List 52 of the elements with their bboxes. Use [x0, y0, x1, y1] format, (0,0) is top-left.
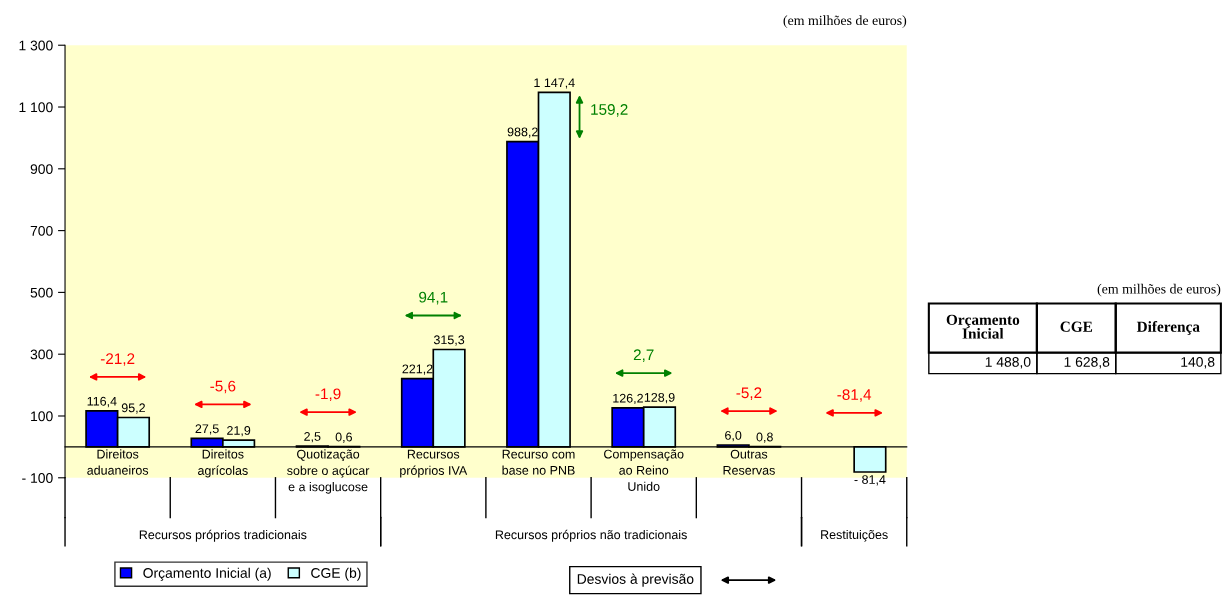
data-label: 315,3: [433, 335, 465, 346]
category-label: Diferença: [1136, 320, 1200, 335]
y-tick-label: 100: [31, 411, 53, 422]
x-tick-label: Direitos agrícolas: [198, 449, 248, 478]
data-label: - 81,4: [854, 475, 886, 486]
category-label: CGE: [1060, 321, 1093, 332]
y-tick-label: 500: [30, 287, 53, 298]
annotation: 94,1: [419, 291, 448, 305]
y-tick-label: 900: [30, 164, 53, 174]
x-tick-label: Outras Reservas: [723, 449, 775, 475]
annotation: 2,7: [633, 349, 654, 362]
y-tick-label: 300: [30, 349, 53, 360]
annotation: -5,2: [736, 387, 762, 400]
chart-subtitle: (em milhões de euros): [783, 15, 907, 28]
annotation: -1,9: [315, 388, 341, 402]
data-label: 1 147,4: [534, 78, 575, 89]
annotation: -21,2: [100, 353, 135, 366]
text: (em milhões de euros): [1097, 283, 1221, 297]
y-tick-label: - 100: [22, 473, 53, 483]
data-label: 126,2: [613, 393, 643, 405]
legend-label: CGE (b): [311, 567, 361, 581]
x-tick-label: Recurso com base no PNB: [502, 449, 575, 475]
data-label: 27,5: [195, 424, 219, 435]
data-label: 128,9: [644, 392, 675, 404]
y-tick-label: 1 100: [19, 102, 53, 113]
y-tick-label: 700: [30, 225, 53, 236]
text: Restituições: [821, 529, 888, 542]
data-label: 221,2: [402, 364, 433, 375]
data-label: 95,2: [121, 403, 145, 414]
text: Recursos próprios tradicionais: [139, 529, 307, 542]
y-tick-label: 1 300: [19, 40, 53, 51]
data-label: 988,2: [507, 127, 538, 138]
x-tick-label: Quotização sobre o açúcar e a isoglucose: [287, 449, 370, 494]
category-label: Orçamento Inicial: [946, 314, 1020, 339]
x-tick-label: Direitos aduaneiros: [87, 449, 149, 475]
text: 1 488,0: [985, 357, 1031, 369]
data-label: 0,8: [756, 432, 773, 443]
text: 140,8: [1181, 357, 1215, 369]
text: Desvios à previsão: [577, 573, 694, 587]
text: Recursos próprios não tradicionais: [495, 529, 687, 542]
data-label: 116,4: [87, 396, 117, 408]
annotation: -5,6: [210, 380, 236, 394]
data-label: 0,6: [335, 432, 352, 443]
data-label: 21,9: [227, 426, 251, 437]
x-tick-label: Compensação ao Reino Unido: [604, 449, 684, 491]
data-label: 2,5: [304, 432, 321, 443]
text: 1 628,8: [1064, 357, 1110, 369]
annotation: -81,4: [837, 389, 872, 402]
data-label: 6,0: [725, 430, 742, 442]
legend-label: Orçamento Inicial (a): [143, 567, 271, 581]
annotation: 159,2: [591, 104, 628, 117]
x-tick-label: Recursos próprios IVA: [400, 449, 468, 478]
